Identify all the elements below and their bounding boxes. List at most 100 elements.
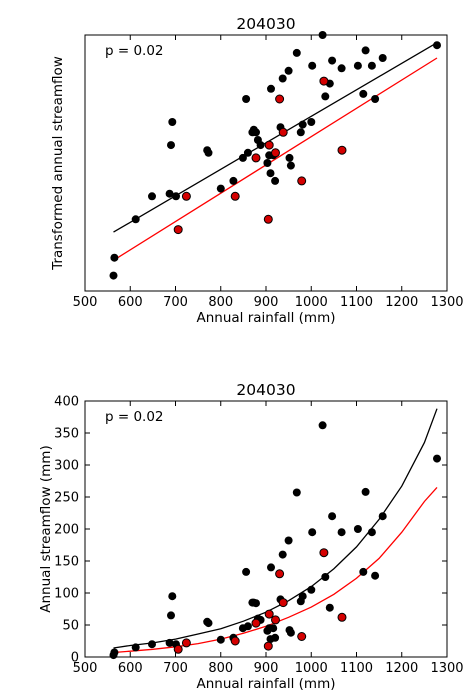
data-point-black: [353, 525, 362, 533]
y-tick-label: 400: [54, 395, 79, 410]
data-point-black: [371, 571, 380, 580]
x-tick-label: 1000: [295, 661, 328, 676]
data-point-black: [378, 512, 387, 521]
data-point-black: [110, 253, 119, 262]
data-point-black: [285, 153, 294, 162]
data-point-black: [298, 592, 307, 601]
data-point-red: [337, 612, 347, 622]
fit-line-red: [113, 57, 438, 261]
data-point-black: [361, 46, 370, 55]
data-point-red: [263, 641, 273, 651]
y-tick-label: 200: [54, 523, 79, 538]
y-tick-label: 300: [54, 459, 79, 474]
data-point-black: [367, 528, 376, 537]
data-point-black: [131, 643, 140, 652]
data-point-black: [292, 488, 301, 497]
data-point-black: [110, 648, 119, 657]
x-tick-label: 1000: [295, 295, 328, 310]
data-point-black: [359, 89, 368, 98]
x-axis-label: Annual rainfall (mm): [196, 676, 335, 692]
x-tick-label: 800: [208, 295, 233, 310]
data-point-red: [264, 140, 274, 150]
fit-line-black: [113, 408, 438, 649]
x-tick-label: 1200: [385, 295, 418, 310]
x-tick-label: 900: [254, 295, 279, 310]
data-point-black: [353, 61, 362, 70]
data-point-red: [181, 191, 191, 201]
data-point-red: [337, 145, 347, 155]
x-tick-label: 1300: [430, 661, 463, 676]
data-point-black: [278, 74, 287, 83]
p-value-annotation: p = 0.02: [105, 43, 164, 59]
x-tick-label: 1200: [385, 661, 418, 676]
data-point-black: [321, 573, 330, 581]
data-point-black: [204, 619, 213, 628]
data-point-red: [278, 127, 288, 137]
x-tick-label: 1100: [340, 661, 373, 676]
data-point-red: [181, 638, 191, 648]
y-tick-label: 0: [71, 651, 79, 666]
data-point-black: [433, 41, 441, 50]
chart-title: 204030: [236, 381, 295, 399]
data-point-black: [337, 64, 346, 73]
data-point-black: [307, 585, 316, 594]
y-tick-label: 350: [54, 427, 79, 442]
data-point-red: [319, 548, 329, 558]
x-tick-label: 700: [163, 661, 188, 676]
data-point-black: [165, 638, 174, 647]
data-point-black: [292, 48, 301, 57]
data-point-black: [148, 192, 156, 201]
data-point-black: [367, 61, 376, 70]
data-point-black: [243, 148, 252, 157]
data-point-black: [165, 189, 174, 198]
p-value-annotation: p = 0.02: [105, 409, 164, 425]
y-tick-label: 100: [54, 587, 79, 602]
x-tick-label: 600: [118, 295, 143, 310]
data-point-black: [308, 61, 317, 70]
data-point-black: [252, 599, 260, 608]
data-point-red: [263, 214, 273, 224]
data-point-red: [264, 609, 274, 619]
x-tick-label: 1100: [340, 295, 373, 310]
data-point-black: [263, 159, 272, 167]
x-tick-label: 600: [118, 661, 143, 676]
data-point-black: [252, 128, 260, 137]
data-point-black: [243, 622, 252, 631]
x-tick-label: 700: [163, 295, 188, 310]
data-point-black: [433, 454, 441, 463]
data-point-red: [297, 176, 307, 186]
data-point-black: [242, 95, 251, 103]
data-point-black: [286, 161, 295, 170]
data-point-black: [109, 271, 118, 280]
data-point-black: [271, 633, 280, 642]
data-point-black: [204, 148, 213, 157]
data-point-red: [230, 191, 240, 201]
data-point-black: [378, 54, 387, 62]
data-point-black: [242, 567, 251, 576]
data-point-black: [229, 176, 238, 185]
chart-bottom: 500 600 700 800 900 1000 1100 1200 1300 0 50 100 150…: [38, 381, 464, 692]
data-point-red: [297, 632, 307, 641]
data-point-black: [131, 215, 140, 224]
data-point-black: [256, 141, 265, 150]
data-point-red: [251, 153, 261, 163]
chart-title: 204030: [236, 15, 295, 33]
data-point-black: [328, 512, 337, 521]
y-tick-label: 150: [54, 555, 79, 570]
data-point-black: [307, 118, 316, 126]
plot-frame: [84, 400, 448, 658]
data-point-black: [216, 635, 225, 644]
data-point-red: [275, 94, 285, 104]
data-point-black: [168, 118, 177, 126]
data-point-black: [318, 421, 327, 430]
data-point-red: [173, 644, 183, 654]
x-tick-label: 500: [73, 295, 98, 310]
data-point-black: [286, 628, 295, 637]
data-point-black: [284, 66, 293, 75]
data-point-red: [173, 225, 183, 235]
data-point-black: [308, 528, 317, 537]
data-point-red: [271, 615, 280, 625]
data-point-black: [266, 169, 275, 178]
data-point-black: [284, 536, 293, 545]
